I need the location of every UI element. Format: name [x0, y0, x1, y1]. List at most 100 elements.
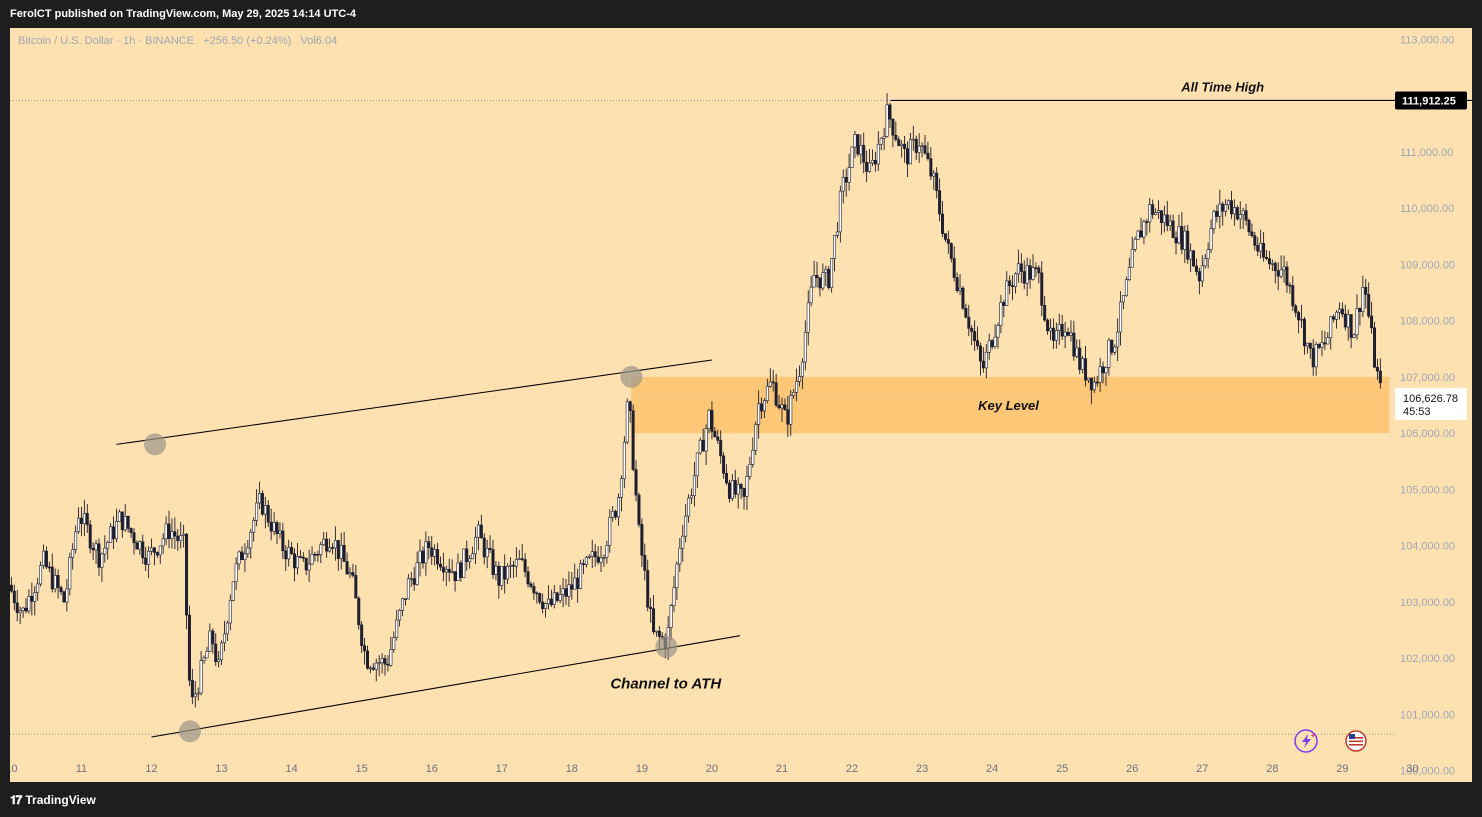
candle — [1142, 219, 1146, 245]
candle — [1043, 295, 1047, 322]
candle — [669, 603, 673, 641]
candle — [88, 520, 92, 554]
candle — [1367, 282, 1371, 319]
symbol-name: Bitcoin / U.S. Dollar · 1h · BINANCE — [18, 35, 195, 47]
channel-upper-line[interactable] — [116, 359, 713, 445]
candle — [958, 273, 962, 295]
candle — [684, 504, 688, 543]
candle — [1259, 229, 1263, 259]
candle — [797, 365, 801, 387]
candle — [865, 150, 869, 183]
candle — [923, 134, 927, 155]
candle — [39, 561, 43, 587]
candle — [497, 561, 501, 599]
candle — [1189, 243, 1193, 273]
touch-point-marker[interactable] — [655, 635, 678, 658]
candle — [1145, 218, 1149, 236]
candle — [1063, 321, 1067, 349]
candle — [929, 147, 933, 181]
candle — [1323, 331, 1327, 351]
candle — [368, 665, 372, 674]
candle — [999, 295, 1003, 334]
candle — [713, 427, 717, 438]
candle — [214, 633, 218, 667]
candle — [187, 605, 191, 687]
candle — [74, 525, 78, 554]
candle — [698, 437, 702, 455]
candle — [1308, 342, 1312, 359]
candle — [444, 565, 448, 586]
x-tick-label: 10 — [10, 763, 18, 775]
lightning-stars-icon[interactable]: ✦ — [1294, 729, 1318, 753]
touch-point-marker[interactable] — [620, 365, 643, 388]
candle — [459, 560, 463, 582]
candle — [438, 556, 442, 571]
candle — [844, 168, 848, 197]
candle — [981, 347, 985, 373]
ath-price-value: 111,912.25 — [1402, 95, 1456, 107]
candle — [456, 553, 460, 582]
candle — [24, 598, 28, 614]
candle — [319, 541, 323, 563]
candle — [485, 539, 489, 569]
candle — [21, 606, 25, 618]
candle — [290, 541, 294, 555]
candle — [441, 552, 445, 582]
candle — [468, 555, 472, 569]
touch-point-marker[interactable] — [179, 720, 202, 743]
x-tick-label: 23 — [916, 763, 928, 775]
candle — [894, 121, 898, 142]
candle — [147, 546, 151, 579]
candle — [897, 136, 901, 147]
candle — [53, 568, 57, 593]
publish-title: FerolCT published on TradingView.com, Ma… — [10, 8, 356, 20]
candle — [1089, 377, 1093, 405]
candle — [634, 460, 638, 502]
candle — [1346, 309, 1350, 341]
symbol-legend[interactable]: Bitcoin / U.S. Dollar · 1h · BINANCE +25… — [18, 35, 337, 47]
candle — [234, 557, 238, 590]
candle — [695, 452, 699, 489]
candle — [868, 148, 872, 173]
candle — [581, 559, 585, 575]
channel-label: Channel to ATH — [610, 676, 722, 693]
candle — [155, 551, 159, 558]
candle — [742, 487, 746, 510]
candle — [996, 322, 1000, 349]
candle — [631, 404, 635, 472]
candle — [517, 549, 521, 561]
candle — [806, 290, 810, 346]
touch-point-marker[interactable] — [144, 433, 167, 456]
candle — [126, 515, 130, 533]
candle — [716, 429, 720, 444]
candle — [730, 473, 734, 502]
tradingview-logo[interactable]: 𝟏𝟕 TradingView — [10, 793, 96, 808]
candle — [1192, 249, 1196, 267]
candle — [608, 509, 612, 553]
candle — [386, 655, 390, 672]
candle — [412, 567, 416, 591]
candle — [573, 563, 577, 590]
chart-area[interactable]: All Time High Key Level Channel to ATH 1… — [10, 28, 1472, 782]
us-flag-icon[interactable] — [1345, 730, 1367, 752]
candle — [1054, 322, 1058, 349]
candle — [44, 546, 48, 570]
candle — [103, 535, 107, 563]
candle — [564, 578, 568, 605]
candle — [812, 260, 816, 288]
channel-lower-line[interactable] — [151, 635, 741, 738]
candle — [1148, 198, 1152, 233]
candle — [847, 153, 851, 191]
candle — [722, 452, 726, 479]
candle — [1046, 318, 1050, 335]
candle — [433, 544, 437, 566]
candle — [876, 131, 880, 171]
candle — [1229, 190, 1233, 220]
candle — [1297, 310, 1301, 334]
candle — [905, 141, 909, 178]
price-chart[interactable]: All Time High Key Level Channel to ATH 1… — [10, 28, 1472, 782]
candle — [1013, 272, 1017, 294]
y-tick-label: 110,000.00 — [1400, 203, 1454, 215]
candle — [830, 258, 834, 293]
candle — [1337, 302, 1341, 320]
